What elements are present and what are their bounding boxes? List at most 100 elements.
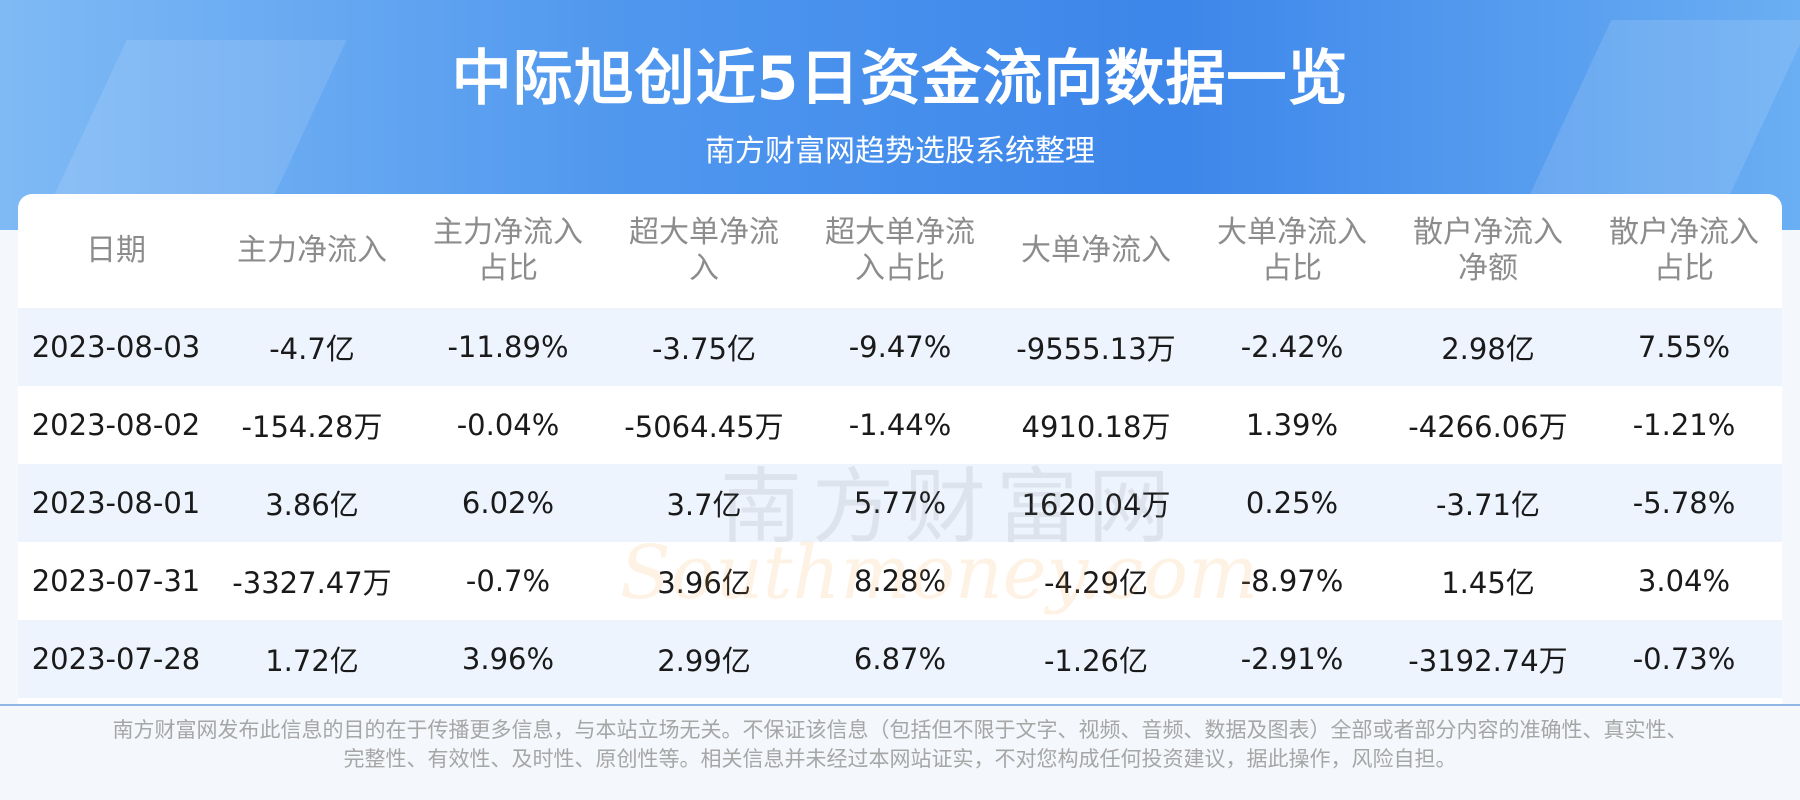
header-banner: 中际旭创近5日资金流向数据一览 南方财富网趋势选股系统整理: [0, 0, 1800, 230]
cell-text: 6.87%: [853, 642, 947, 676]
cell-text: 8.28%: [853, 564, 947, 598]
cell-text: -3.71亿: [1435, 488, 1541, 522]
table-cell: 2023-08-02: [18, 386, 214, 464]
cell-text: 0.25%: [1245, 486, 1339, 520]
table-cell: -0.04%: [410, 386, 606, 464]
table-cell: 2023-08-03: [18, 308, 214, 386]
disclaimer: 南方财富网发布此信息的目的在于传播更多信息，与本站立场无关。不保证该信息（包括但…: [0, 716, 1800, 774]
header-cell: 超大单净流入: [606, 194, 802, 308]
table-cell: 1.45亿: [1390, 542, 1586, 620]
cell-text: -5064.45万: [624, 410, 784, 444]
table-cell: 3.86亿: [214, 464, 410, 542]
table-cell: 7.55%: [1586, 308, 1782, 386]
table-cell: -1.44%: [802, 386, 998, 464]
table-cell: -4.7亿: [214, 308, 410, 386]
cell-text: 2023-08-01: [31, 486, 201, 520]
header-text: 大单净流入: [1021, 233, 1171, 268]
table-cell: 5.77%: [802, 464, 998, 542]
cell-text: 7.55%: [1637, 330, 1731, 364]
cell-text: 2023-08-02: [31, 408, 201, 442]
header-cell: 散户净流入净额: [1390, 194, 1586, 308]
header-text: 大单净流入占比: [1217, 215, 1367, 286]
table-cell: -1.26亿: [998, 620, 1194, 698]
table-cell: -3.71亿: [1390, 464, 1586, 542]
cell-text: 1.72亿: [265, 644, 359, 678]
cell-text: -8.97%: [1240, 564, 1344, 598]
cell-text: -0.04%: [456, 408, 560, 442]
cell-text: 2023-07-31: [31, 564, 201, 598]
table-cell: -4.29亿: [998, 542, 1194, 620]
table-cell: -5.78%: [1586, 464, 1782, 542]
cell-text: -3327.47万: [232, 566, 392, 600]
table-cell: 1.39%: [1194, 386, 1390, 464]
cell-text: 3.86亿: [265, 488, 359, 522]
cell-text: 2.99亿: [657, 644, 751, 678]
header-text: 散户净流入占比: [1609, 215, 1759, 286]
table-cell: -2.91%: [1194, 620, 1390, 698]
table-cell: -3.75亿: [606, 308, 802, 386]
table-cell: -0.73%: [1586, 620, 1782, 698]
cell-text: 3.96亿: [657, 566, 751, 600]
header-row: 日期 主力净流入 主力净流入占比 超大单净流入 超大单净流入占比 大单净流入 大单净流入占比…: [18, 194, 1782, 308]
cell-text: 3.7亿: [666, 488, 742, 522]
cell-text: -1.26亿: [1043, 644, 1149, 678]
table-cell: 2023-07-31: [18, 542, 214, 620]
table-cell: 2023-08-01: [18, 464, 214, 542]
disclaimer-line: 完整性、有效性、及时性、原创性等。相关信息并未经过本网站证实，不对您构成任何投资…: [343, 747, 1457, 771]
header-cell: 超大单净流入占比: [802, 194, 998, 308]
header-cell: 大单净流入占比: [1194, 194, 1390, 308]
cell-text: -1.44%: [848, 408, 952, 442]
header-text: 超大单净流入: [629, 215, 779, 286]
header-text: 日期: [86, 233, 146, 268]
divider: [0, 704, 1800, 706]
table-cell: 1620.04万: [998, 464, 1194, 542]
cell-text: -3.75亿: [651, 332, 757, 366]
table-cell: 6.87%: [802, 620, 998, 698]
table-cell: 6.02%: [410, 464, 606, 542]
table: 日期 主力净流入 主力净流入占比 超大单净流入 超大单净流入占比 大单净流入 大单净流入占比…: [18, 194, 1782, 704]
cell-text: -2.42%: [1240, 330, 1344, 364]
header-cell: 主力净流入占比: [410, 194, 606, 308]
cell-text: -3192.74万: [1408, 644, 1568, 678]
header-cell: 主力净流入: [214, 194, 410, 308]
header-cell: 日期: [18, 194, 214, 308]
cell-text: -2.91%: [1240, 642, 1344, 676]
header-cell: 散户净流入占比: [1586, 194, 1782, 308]
table-cell: -1.21%: [1586, 386, 1782, 464]
cell-text: -5.78%: [1632, 486, 1736, 520]
header-text: 主力净流入: [237, 233, 387, 268]
disclaimer-line: 南方财富网发布此信息的目的在于传播更多信息，与本站立场无关。不保证该信息（包括但…: [112, 718, 1688, 742]
cell-text: 2023-07-28: [31, 642, 201, 676]
cell-text: 2.98亿: [1441, 332, 1535, 366]
header-cell: 大单净流入: [998, 194, 1194, 308]
cell-text: 6.02%: [461, 486, 555, 520]
table-row: 2023-08-01 3.86亿 6.02% 3.7亿 5.77% 1620.04万 0.2…: [18, 464, 1782, 542]
table-row: 2023-07-28 1.72亿 3.96% 2.99亿 6.87% -1.26亿 -2.9…: [18, 620, 1782, 698]
table-cell: 0.25%: [1194, 464, 1390, 542]
table-cell: -9555.13万: [998, 308, 1194, 386]
header-text: 散户净流入净额: [1413, 215, 1563, 286]
table-cell: 2.99亿: [606, 620, 802, 698]
header-text: 主力净流入占比: [433, 215, 583, 286]
cell-text: 2023-08-03: [31, 330, 201, 364]
cell-text: 4910.18万: [1021, 410, 1171, 444]
cell-text: -1.21%: [1632, 408, 1736, 442]
cell-text: 1620.04万: [1021, 488, 1171, 522]
table-cell: -3327.47万: [214, 542, 410, 620]
table-cell: 2.98亿: [1390, 308, 1586, 386]
cell-text: 3.96%: [461, 642, 555, 676]
table-cell: -0.7%: [410, 542, 606, 620]
subtitle: 南方财富网趋势选股系统整理: [705, 134, 1095, 169]
table-row: 2023-08-02 -154.28万 -0.04% -5064.45万 -1.44% 4…: [18, 386, 1782, 464]
cell-text: 3.04%: [1637, 564, 1731, 598]
cell-text: -9.47%: [848, 330, 952, 364]
cell-text: -0.73%: [1632, 642, 1736, 676]
table-cell: 3.04%: [1586, 542, 1782, 620]
cell-text: 5.77%: [853, 486, 947, 520]
table-cell: -154.28万: [214, 386, 410, 464]
table-cell: -8.97%: [1194, 542, 1390, 620]
table-cell: 3.96%: [410, 620, 606, 698]
table-cell: -4266.06万: [1390, 386, 1586, 464]
table-cell: -9.47%: [802, 308, 998, 386]
table-cell: 3.7亿: [606, 464, 802, 542]
